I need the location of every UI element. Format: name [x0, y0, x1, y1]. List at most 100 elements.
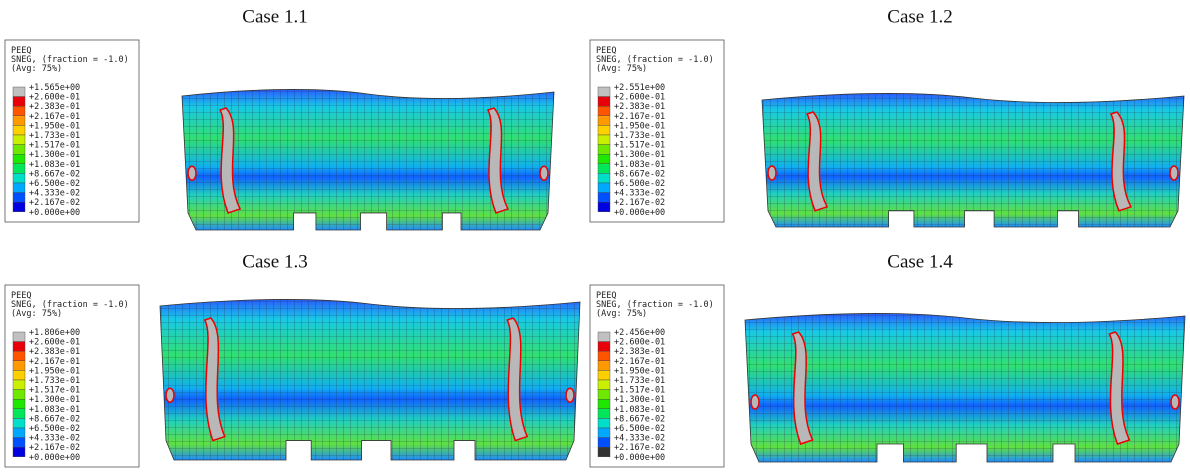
legend-level: +1.517e-01 [29, 386, 80, 396]
panel-title: Case 1.2 [887, 6, 952, 27]
panel-title: Case 1.1 [242, 6, 307, 27]
legend-swatch [598, 87, 610, 97]
legend-level: +2.167e-02 [29, 443, 80, 453]
legend-swatch [13, 97, 25, 107]
legend-header: (Avg: 75%) [596, 309, 647, 319]
legend-level: +1.300e-01 [614, 395, 665, 405]
legend-swatch [598, 361, 610, 371]
legend-swatch [13, 87, 25, 97]
legend-level: +6.500e-02 [614, 179, 665, 189]
legend-level: +2.600e-01 [614, 338, 665, 348]
legend-level: +1.950e-01 [29, 366, 80, 376]
legend-level: +0.000e+00 [614, 208, 665, 218]
legend-level: +1.517e-01 [29, 141, 80, 151]
legend-level: +8.667e-02 [614, 414, 665, 424]
legend-swatch [13, 135, 25, 145]
plastic-spot [1170, 166, 1178, 180]
panel-title: Case 1.4 [887, 251, 953, 272]
legend-swatch [598, 428, 610, 438]
legend-swatch [13, 342, 25, 352]
legend-level: +1.083e-01 [29, 160, 80, 170]
legend-swatch [598, 202, 610, 212]
legend-level: +6.500e-02 [29, 179, 80, 189]
plastic-spot [768, 166, 776, 180]
legend-level: +1.300e-01 [29, 395, 80, 405]
legend-level: +2.167e-02 [614, 198, 665, 208]
legend-swatch [13, 370, 25, 380]
legend-level: +2.167e-01 [614, 357, 665, 367]
legend-level: +8.667e-02 [29, 169, 80, 179]
legend-swatch [13, 447, 25, 457]
legend-level: +1.300e-01 [614, 150, 665, 160]
panel-title: Case 1.3 [242, 251, 307, 272]
legend-swatch [13, 351, 25, 361]
plastic-spot [1171, 395, 1179, 409]
legend-swatch [598, 116, 610, 126]
legend-swatch [13, 164, 25, 174]
legend-swatch [598, 380, 610, 390]
legend-swatch [13, 428, 25, 438]
plastic-spot [566, 388, 574, 402]
legend-swatch [598, 390, 610, 400]
legend-level: +0.000e+00 [29, 208, 80, 218]
legend-level: +1.083e-01 [614, 405, 665, 415]
legend-level: +2.600e-01 [29, 338, 80, 348]
legend-level: +1.950e-01 [29, 121, 80, 131]
legend-level: +4.333e-02 [29, 189, 80, 199]
plastic-spot [188, 166, 196, 180]
legend-swatch [598, 173, 610, 183]
legend-swatch [598, 193, 610, 203]
legend-level: +2.383e-01 [614, 102, 665, 112]
legend-swatch [598, 418, 610, 428]
legend-swatch [13, 399, 25, 409]
legend-level: +1.806e+00 [29, 328, 80, 338]
legend-swatch [13, 409, 25, 419]
legend-level: +8.667e-02 [614, 169, 665, 179]
legend-swatch [598, 409, 610, 419]
legend-swatch [598, 351, 610, 361]
legend-header: (Avg: 75%) [11, 309, 62, 319]
legend-swatch [598, 164, 610, 174]
legend-header: (Avg: 75%) [11, 64, 62, 74]
plastic-spot [166, 388, 174, 402]
legend-swatch [598, 106, 610, 116]
legend-swatch [13, 361, 25, 371]
legend-level: +2.456e+00 [614, 328, 665, 338]
panel: Case 1.2PEEQSNEG, (fraction = -1.0)(Avg:… [590, 6, 1184, 227]
legend-level: +2.600e-01 [614, 93, 665, 103]
legend-level: +4.333e-02 [614, 434, 665, 444]
legend-swatch [13, 332, 25, 342]
legend-swatch [598, 135, 610, 145]
legend-level: +4.333e-02 [614, 189, 665, 199]
legend-level: +1.565e+00 [29, 83, 80, 93]
legend-swatch [598, 97, 610, 107]
legend-swatch [598, 370, 610, 380]
legend-level: +1.950e-01 [614, 366, 665, 376]
legend-level: +6.500e-02 [614, 424, 665, 434]
legend-swatch [13, 145, 25, 155]
legend-swatch [598, 399, 610, 409]
legend-swatch [13, 173, 25, 183]
plastic-spot [540, 166, 548, 180]
legend-swatch [13, 183, 25, 193]
legend-level: +1.950e-01 [614, 121, 665, 131]
legend-level: +2.167e-02 [614, 443, 665, 453]
legend-level: +1.733e-01 [29, 376, 80, 386]
legend-level: +2.167e-01 [29, 112, 80, 122]
legend-swatch [13, 202, 25, 212]
legend-level: +2.383e-01 [29, 102, 80, 112]
legend-swatch [13, 193, 25, 203]
legend-level: +4.333e-02 [29, 434, 80, 444]
legend-level: +6.500e-02 [29, 424, 80, 434]
legend-level: +2.600e-01 [29, 93, 80, 103]
legend-level: +0.000e+00 [614, 453, 665, 463]
legend-level: +0.000e+00 [29, 453, 80, 463]
legend-swatch [598, 447, 610, 457]
legend-swatch [13, 106, 25, 116]
legend-swatch [13, 418, 25, 428]
legend-swatch [598, 438, 610, 448]
plastic-spot [751, 395, 759, 409]
legend-level: +1.083e-01 [614, 160, 665, 170]
legend-swatch [598, 154, 610, 164]
legend-level: +1.083e-01 [29, 405, 80, 415]
